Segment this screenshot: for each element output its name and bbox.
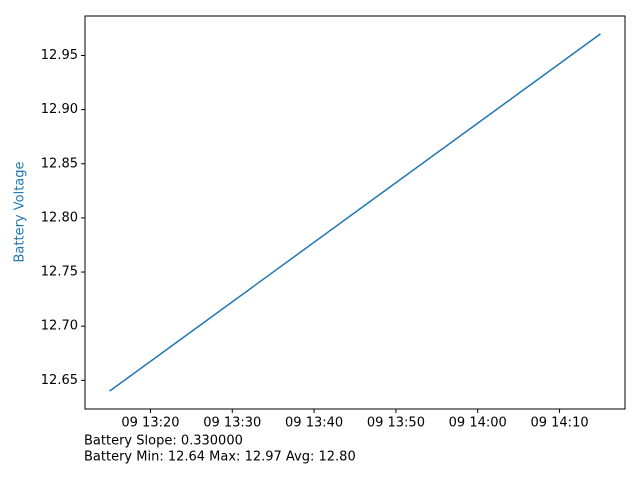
y-tick-label: 12.95 [41, 48, 78, 63]
x-tick-label: 09 13:30 [203, 416, 261, 431]
y-tick-label: 12.85 [41, 156, 78, 171]
y-axis-label: Battery Voltage [13, 161, 28, 262]
annotation: Battery Min: 12.64 Max: 12.97 Avg: 12.80 [84, 450, 356, 465]
x-tick-label: 09 13:20 [121, 416, 179, 431]
annotation: Battery Slope: 0.330000 [84, 434, 243, 449]
y-tick-label: 12.65 [41, 373, 78, 388]
y-tick-label: 12.70 [41, 319, 78, 334]
plot-frame [84, 15, 626, 410]
x-tick-label: 09 13:50 [367, 416, 425, 431]
y-tick-label: 12.80 [41, 210, 78, 225]
x-tick-label: 09 13:40 [285, 416, 343, 431]
x-tick-label: 09 14:10 [530, 416, 588, 431]
y-tick-label: 12.90 [41, 102, 78, 117]
data-line [109, 33, 601, 392]
y-tick-label: 12.75 [41, 265, 78, 280]
x-tick-label: 09 14:00 [449, 416, 507, 431]
